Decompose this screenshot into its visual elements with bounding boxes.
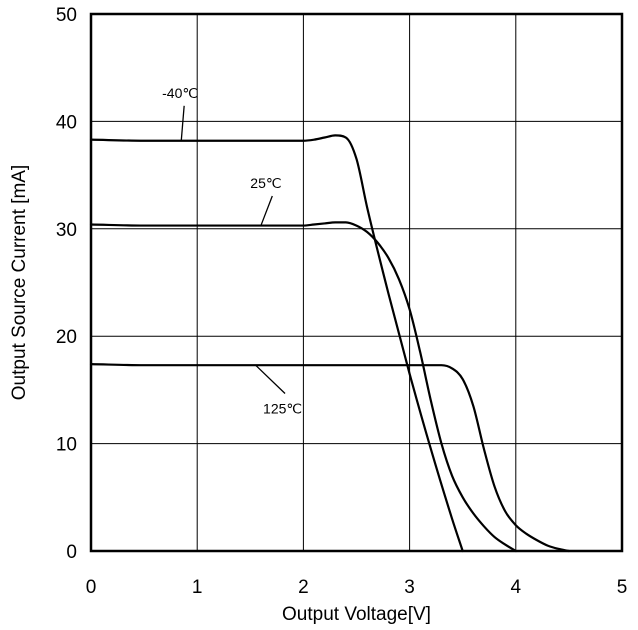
y-tick-labels: 0 10 20 30 40 50 <box>56 5 77 563</box>
x-tick-labels: 0 1 2 3 4 5 <box>86 577 628 598</box>
annotation-leader <box>255 364 286 394</box>
x-axis-title: Output Voltage[V] <box>282 604 431 625</box>
annotations: -40℃ 25℃ 125℃ <box>162 85 302 417</box>
y-tick-label: 50 <box>56 5 77 26</box>
annotation-label: -40℃ <box>162 85 198 101</box>
series-curves <box>89 134 570 553</box>
annotation-leader <box>180 105 185 141</box>
series-line-0 <box>89 134 464 553</box>
y-tick-label: 10 <box>56 435 77 456</box>
series-line-2 <box>89 363 570 553</box>
y-axis-title: Output Source Current [mA] <box>9 165 30 401</box>
y-tick-label: 0 <box>66 542 77 563</box>
x-tick-label: 5 <box>617 577 628 598</box>
plot-frame <box>89 12 624 553</box>
x-tick-label: 4 <box>511 577 522 598</box>
y-tick-label: 20 <box>56 327 77 348</box>
x-tick-label: 0 <box>86 577 97 598</box>
y-tick-label: 30 <box>56 220 77 241</box>
annotation-label: 25℃ <box>250 175 281 191</box>
x-tick-label: 3 <box>404 577 415 598</box>
series-line-1 <box>89 221 517 553</box>
annotation-label: 125℃ <box>263 401 302 417</box>
x-tick-label: 1 <box>192 577 203 598</box>
annotation-leader <box>260 195 273 226</box>
x-tick-label: 2 <box>298 577 309 598</box>
grid-lines <box>91 14 622 551</box>
y-tick-label: 40 <box>56 112 77 133</box>
